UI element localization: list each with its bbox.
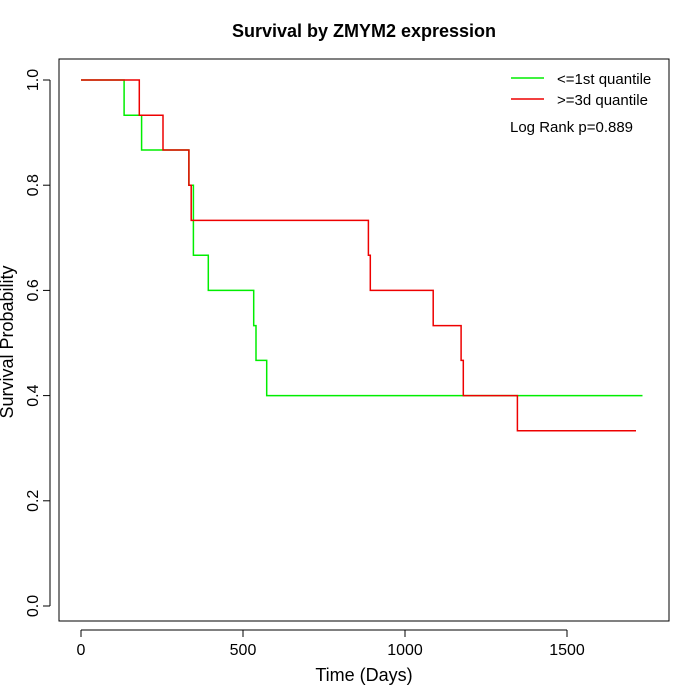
x-tick-label: 1000 [387,642,423,659]
y-tick-label: 0.2 [25,490,42,512]
y-tick-label: 0.4 [25,384,42,406]
series-line-high-quantile [81,79,636,432]
x-axis-label: Time (Days) [315,665,412,685]
legend: <=1st quantile >=3d quantile [511,71,651,109]
y-tick-label: 1.0 [25,69,42,91]
x-axis: 0 500 1000 1500 [77,629,585,659]
legend-label-low: <=1st quantile [557,71,651,88]
x-tick-label: 500 [230,642,257,659]
legend-label-high: >=3d quantile [557,92,648,109]
y-tick-label: 0.6 [25,279,42,301]
y-axis: 0.0 0.2 0.4 0.6 0.8 1.0 [25,69,51,617]
x-tick-label: 1500 [549,642,585,659]
y-axis-label: Survival Probability [0,265,17,418]
log-rank-annotation: Log Rank p=0.889 [510,119,633,136]
series-layer [81,79,643,432]
chart-title: Survival by ZMYM2 expression [232,21,496,41]
y-tick-label: 0.0 [25,595,42,617]
y-tick-label: 0.8 [25,174,42,196]
plot-frame [58,58,670,622]
x-tick-label: 0 [77,642,86,659]
